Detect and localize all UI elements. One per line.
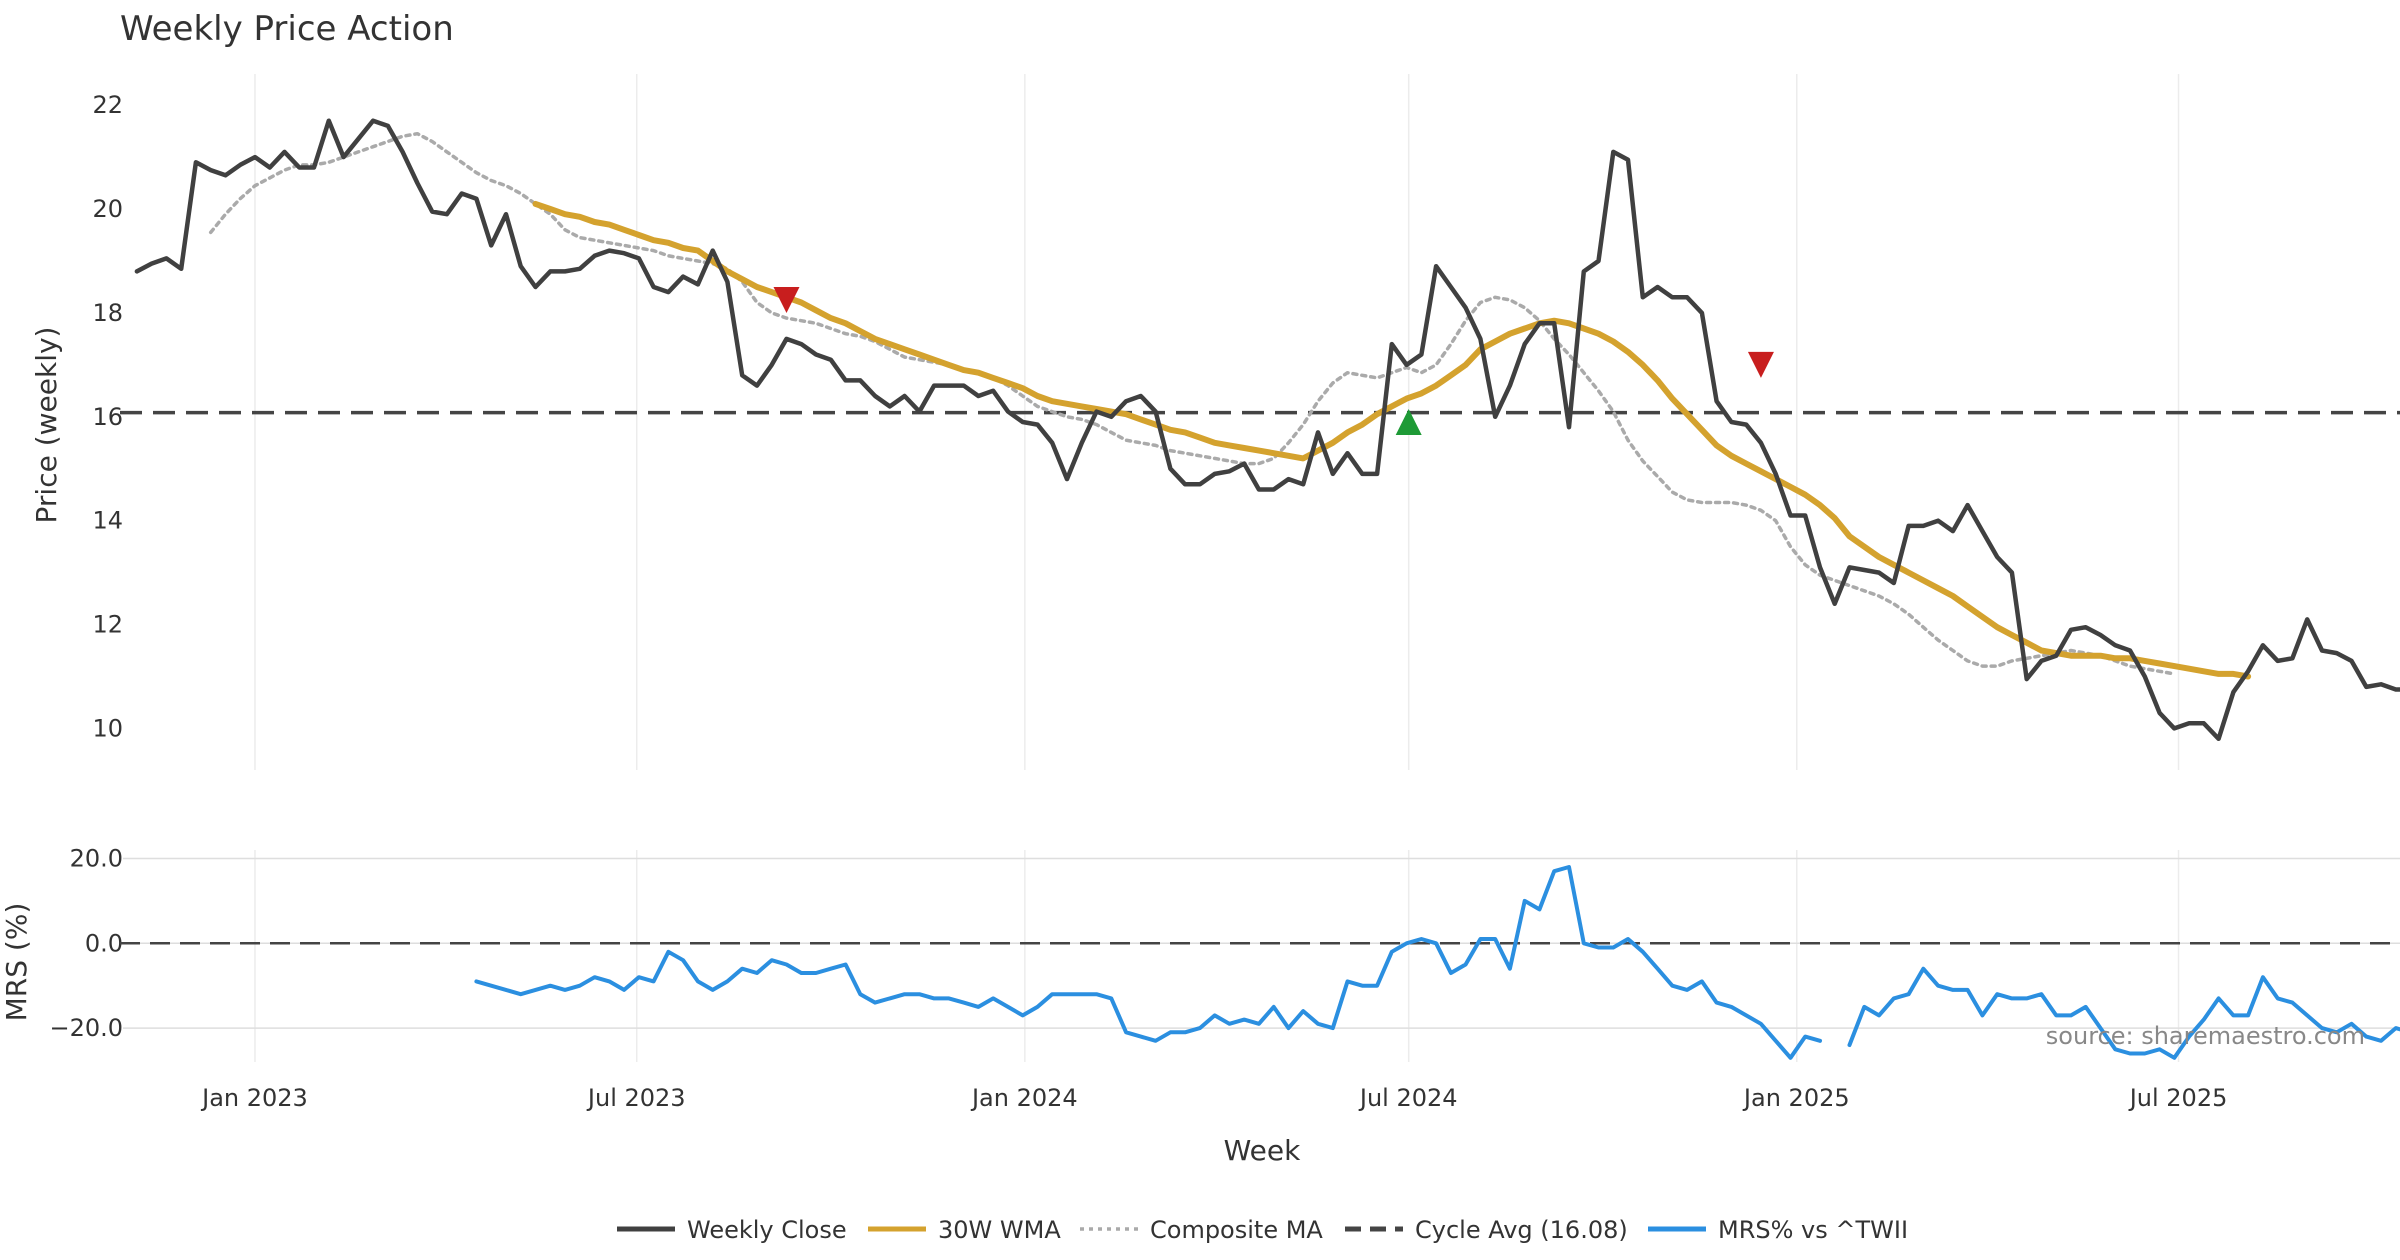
price-y-tick-label: 22	[92, 91, 123, 119]
x-axis: Week Jan 2023 Jul 2023 Jan 2024 Jul 2024 Jan…	[200, 1084, 2227, 1167]
price-y-tick-label: 12	[92, 611, 123, 639]
buy-signal-marker	[1395, 409, 1422, 435]
x-axis-label: Week	[1224, 1134, 1301, 1167]
x-tick-label: Jan 2023	[200, 1084, 308, 1112]
legend-label-wma: 30W WMA	[938, 1216, 1061, 1244]
legend: Weekly Close 30W WMA Composite MA Cycle Avg…	[617, 1216, 1908, 1244]
legend-label-cycle: Cycle Avg (16.08)	[1415, 1216, 1628, 1244]
mrs-panel: MRS (%) 20.0 0.0 −20.0	[0, 844, 2400, 1060]
price-y-tick-label: 10	[92, 714, 123, 742]
mrs-y-tick-label: −20.0	[49, 1014, 123, 1042]
price-y-tick-label: 18	[92, 299, 123, 327]
price-y-tick-label: 14	[92, 507, 123, 535]
x-tick-label: Jan 2024	[970, 1084, 1078, 1112]
price-y-tick-label: 16	[92, 403, 123, 431]
legend-label-mrs: MRS% vs ^TWII	[1718, 1216, 1908, 1244]
mrs-series-line	[474, 865, 2400, 1060]
price-panel: Price (weekly) 10 12 14 16 18 20 22	[30, 91, 2400, 742]
price-y-tick-label: 20	[92, 195, 123, 223]
source-credit: source: sharemaestro.com	[2046, 1022, 2365, 1050]
mrs-y-tick-label: 0.0	[85, 929, 123, 957]
wma-series-line	[532, 200, 2252, 680]
price-axis-label: Price (weekly)	[30, 327, 63, 524]
legend-label-close: Weekly Close	[687, 1216, 847, 1244]
x-tick-label: Jul 2023	[586, 1084, 686, 1112]
mrs-y-tick-label: 20.0	[70, 844, 123, 872]
mrs-axis-label: MRS (%)	[0, 903, 33, 1022]
legend-label-composite: Composite MA	[1150, 1216, 1323, 1244]
chart-title: Weekly Price Action	[120, 9, 454, 49]
x-tick-label: Jul 2025	[2128, 1084, 2228, 1112]
x-tick-label: Jul 2024	[1358, 1084, 1458, 1112]
x-tick-label: Jan 2025	[1742, 1084, 1850, 1112]
sell-signal-marker	[773, 286, 800, 313]
close-series-line	[134, 118, 2400, 742]
sell-signal-marker	[1747, 351, 1774, 378]
